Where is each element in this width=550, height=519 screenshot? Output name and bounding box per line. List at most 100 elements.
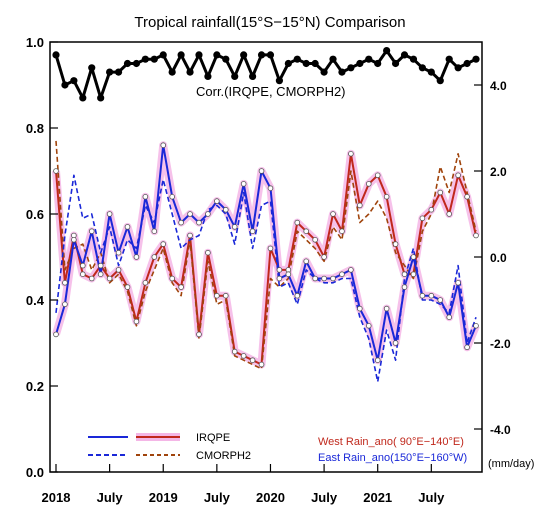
series-point-west-solid xyxy=(214,292,220,299)
series-point-east-solid xyxy=(214,198,220,204)
series-point-east-solid xyxy=(196,219,202,226)
series-point-east-solid xyxy=(178,219,184,226)
correlation-point xyxy=(383,47,391,55)
series-point-east-solid xyxy=(106,211,113,217)
series-point-east-solid xyxy=(392,340,399,346)
series-point-east-solid xyxy=(258,168,265,174)
x-tick-label: 2019 xyxy=(149,490,178,505)
series-point-east-solid xyxy=(249,228,256,235)
left-tick-label: 0.8 xyxy=(26,121,44,136)
series-point-west-solid xyxy=(419,215,426,222)
correlation-point xyxy=(409,55,418,63)
right-tick-label: 2.0 xyxy=(490,165,507,179)
series-point-west-solid xyxy=(383,194,390,200)
series-point-west-solid xyxy=(339,228,345,235)
series-point-west-solid xyxy=(437,189,444,196)
x-tick-label: 2018 xyxy=(42,490,71,505)
series-point-west-solid xyxy=(97,262,104,269)
series-point-west-solid xyxy=(196,331,202,338)
right-tick-label: 0.0 xyxy=(490,251,507,265)
legend-west-label: West Rain_ano( 90°E−140°E) xyxy=(318,436,464,448)
series-point-east-solid xyxy=(437,297,444,303)
chart-title: Tropical rainfall(15°S−15°N) Comparison xyxy=(134,14,405,31)
series-point-east-solid xyxy=(115,249,122,256)
series-point-west-solid xyxy=(312,237,318,243)
series-point-east-solid xyxy=(446,314,452,321)
series-point-east-solid xyxy=(339,271,345,278)
series-point-east-solid xyxy=(455,279,461,286)
right-axis-unit: (mm/day) xyxy=(488,458,534,470)
series-point-west-solid xyxy=(446,211,452,217)
series-point-west-solid xyxy=(428,206,435,213)
correlation-point xyxy=(52,51,60,59)
series-point-west-solid xyxy=(401,271,408,278)
correlation-point xyxy=(204,72,212,80)
legend-east-label: East Rain_ano(150°E−160°W) xyxy=(318,452,467,464)
series-point-east-solid xyxy=(80,262,86,269)
legend-irqpe-label: IRQPE xyxy=(196,432,230,444)
correlation-point xyxy=(454,64,462,72)
legend: IRQPE CMORPH2 West Rain_ano( 90°E−140°E)… xyxy=(88,432,467,464)
series-point-west-solid xyxy=(392,241,399,247)
correlation-point xyxy=(436,77,444,85)
correlation-point xyxy=(329,55,337,63)
correlation-point xyxy=(266,51,275,59)
x-tick-label: July xyxy=(97,490,124,505)
series-point-east-solid xyxy=(312,275,318,282)
series-point-west-solid xyxy=(410,271,417,278)
correlation-point xyxy=(159,51,167,59)
correlation-point xyxy=(463,59,471,68)
series-point-west-solid xyxy=(330,211,336,217)
right-tick-label: -2.0 xyxy=(490,337,511,351)
series-point-west-solid xyxy=(249,357,256,364)
series-point-east-solid xyxy=(160,142,167,149)
series-point-east-solid xyxy=(464,344,470,351)
x-tick-label: 2021 xyxy=(363,490,392,505)
correlation-point xyxy=(311,59,319,68)
left-tick-label: 0.4 xyxy=(26,293,45,308)
series-layer xyxy=(53,140,479,383)
correlation-point xyxy=(168,68,176,76)
correlation-point xyxy=(356,59,364,68)
correlation-point xyxy=(213,51,221,59)
x-tick-label: July xyxy=(311,490,338,505)
series-point-west-solid xyxy=(365,181,372,187)
series-line-east-solid xyxy=(55,144,477,362)
series-point-east-solid xyxy=(276,275,283,282)
series-point-west-solid xyxy=(106,275,113,282)
correlation-point xyxy=(391,59,400,68)
correlation-point xyxy=(347,64,355,72)
correlation-point xyxy=(186,68,194,76)
series-point-west-solid xyxy=(240,353,247,359)
correlation-point xyxy=(293,55,301,63)
series-point-east-solid xyxy=(124,224,131,230)
correlation-point xyxy=(338,68,346,76)
series-point-east-solid xyxy=(142,194,149,200)
series-point-east-solid xyxy=(473,322,479,329)
correlation-point xyxy=(70,77,78,85)
series-point-west-solid xyxy=(258,361,265,368)
correlation-point xyxy=(240,51,248,59)
series-point-west-solid xyxy=(473,232,479,239)
series-point-west-solid xyxy=(80,271,86,278)
right-tick-label: 4.0 xyxy=(490,79,507,93)
correlation-point xyxy=(257,51,266,59)
series-point-west-solid xyxy=(178,284,184,290)
correlation-point xyxy=(150,55,158,63)
correlation-point xyxy=(106,68,114,76)
x-tick-label: 2020 xyxy=(256,490,285,505)
series-point-west-solid xyxy=(303,228,310,235)
series-point-east-solid xyxy=(53,331,59,338)
series-point-east-solid xyxy=(267,185,274,192)
left-tick-label: 0.0 xyxy=(26,465,44,480)
series-point-west-solid xyxy=(222,292,229,299)
series-point-east-solid xyxy=(222,206,229,213)
series-point-east-solid xyxy=(133,254,140,260)
correlation-layer xyxy=(52,47,480,102)
x-tick-label: July xyxy=(418,490,445,505)
correlation-point xyxy=(195,51,203,59)
series-point-west-solid xyxy=(151,254,158,260)
series-point-east-solid xyxy=(294,292,301,299)
correlation-point xyxy=(275,77,284,85)
